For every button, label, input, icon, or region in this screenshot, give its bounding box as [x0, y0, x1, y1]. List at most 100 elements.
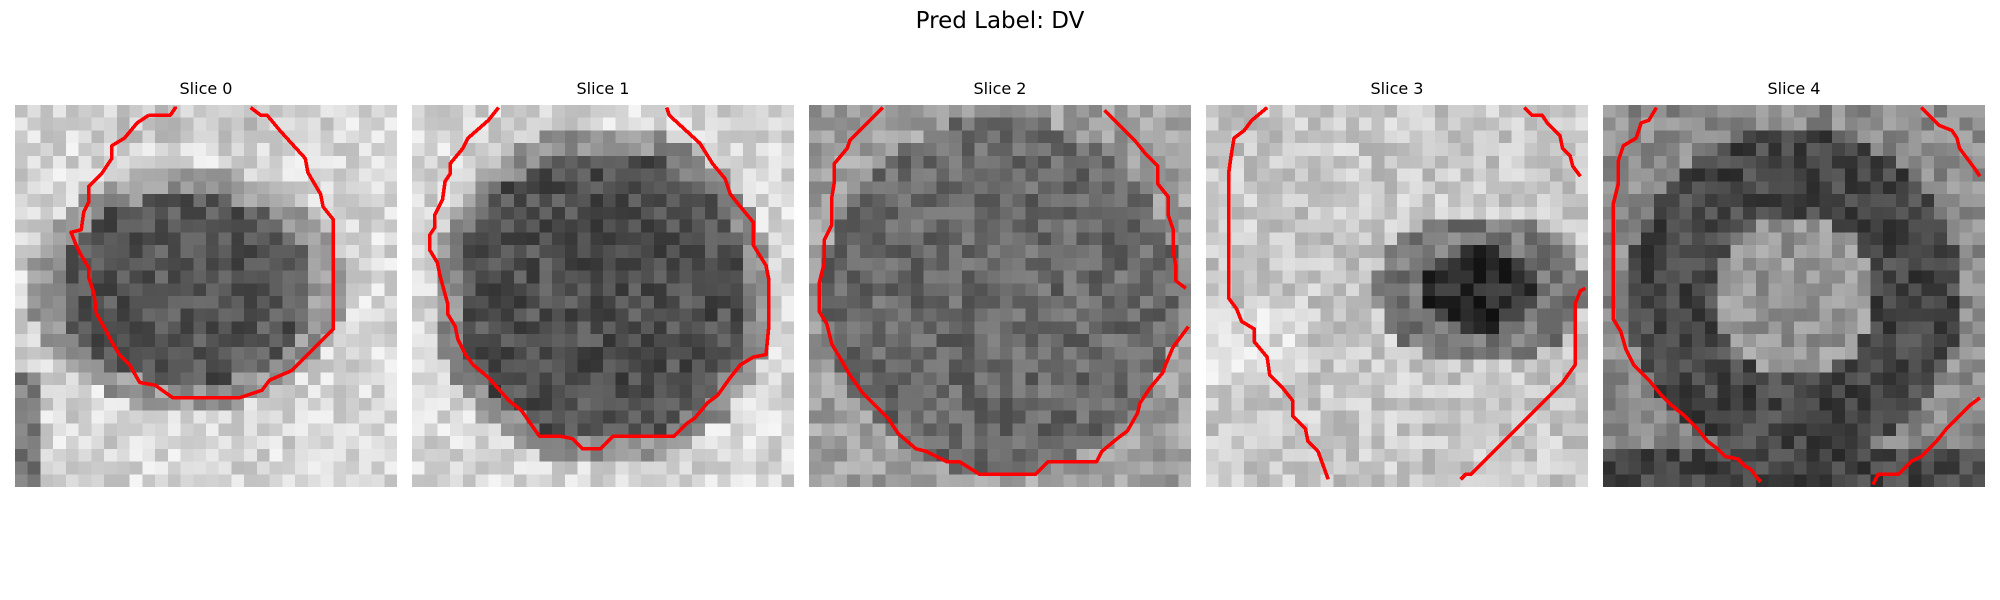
pixel [1372, 385, 1385, 398]
pixel [1819, 423, 1832, 436]
pixel [1909, 334, 1922, 347]
pixel [1410, 156, 1423, 169]
pixel [578, 245, 591, 258]
pixel [1603, 385, 1616, 398]
pixel [718, 283, 731, 296]
pixel [1972, 436, 1985, 449]
pixel [1705, 372, 1718, 385]
pixel [1628, 449, 1641, 462]
pixel [1730, 130, 1743, 143]
pixel [1089, 143, 1102, 156]
pixel [437, 118, 450, 131]
pixel [295, 474, 308, 487]
pixel [1499, 449, 1512, 462]
pixel [1166, 462, 1179, 475]
pixel [437, 423, 450, 436]
pixel [270, 385, 283, 398]
pixel [1550, 398, 1563, 411]
pixel [936, 347, 949, 360]
pixel [1972, 309, 1985, 322]
pixel [756, 169, 769, 182]
pixel [79, 360, 92, 373]
pixel [476, 385, 489, 398]
pixel [1654, 334, 1667, 347]
pixel [949, 474, 962, 487]
pixel [1448, 105, 1461, 118]
pixel [911, 105, 924, 118]
pixel [1435, 474, 1448, 487]
pixel [1743, 449, 1756, 462]
pixel [1422, 474, 1435, 487]
pixel [1870, 169, 1883, 182]
slice-panel-0: Slice 0 [15, 105, 397, 487]
pixel [1308, 156, 1321, 169]
pixel [295, 283, 308, 296]
pixel [975, 347, 988, 360]
pixel [705, 436, 718, 449]
pixel [1473, 232, 1486, 245]
pixel [1512, 194, 1525, 207]
pixel [1422, 283, 1435, 296]
pixel [885, 474, 898, 487]
pixel [1781, 169, 1794, 182]
pixel [450, 283, 463, 296]
pixel [743, 449, 756, 462]
pixel [1832, 334, 1845, 347]
pixel [231, 194, 244, 207]
pixel [1794, 360, 1807, 373]
pixel [1127, 449, 1140, 462]
pixel [1769, 143, 1782, 156]
pixel [28, 271, 41, 284]
pixel [1025, 385, 1038, 398]
pixel [987, 436, 1000, 449]
pixel [667, 449, 680, 462]
pixel [1896, 474, 1909, 487]
pixel [1257, 321, 1270, 334]
pixel [667, 436, 680, 449]
pixel [616, 194, 629, 207]
pixel [1064, 169, 1077, 182]
pixel [1372, 156, 1385, 169]
pixel [654, 258, 667, 271]
pixel [1461, 232, 1474, 245]
pixel [1486, 372, 1499, 385]
pixel [117, 372, 130, 385]
pixel [359, 436, 372, 449]
pixel [1730, 309, 1743, 322]
pixel [1679, 360, 1692, 373]
pixel [539, 385, 552, 398]
pixel [1563, 474, 1576, 487]
pixel [1346, 181, 1359, 194]
pixel [756, 449, 769, 462]
pixel [975, 271, 988, 284]
pixel [834, 296, 847, 309]
pixel [1718, 207, 1731, 220]
pixel [333, 321, 346, 334]
pixel [924, 360, 937, 373]
pixel [1563, 411, 1576, 424]
pixel [1705, 411, 1718, 424]
pixel [565, 283, 578, 296]
pixel [718, 411, 731, 424]
pixel [1832, 271, 1845, 284]
pixel [1359, 411, 1372, 424]
pixel [270, 105, 283, 118]
pixel [450, 398, 463, 411]
pixel [1550, 360, 1563, 373]
pixel [769, 283, 782, 296]
pixel [962, 118, 975, 131]
pixel [282, 347, 295, 360]
pixel [28, 169, 41, 182]
pixel [1321, 423, 1334, 436]
pixel [1575, 130, 1588, 143]
pixel [1295, 232, 1308, 245]
pixel [359, 130, 372, 143]
pixel [206, 130, 219, 143]
pixel [1473, 105, 1486, 118]
pixel [1397, 462, 1410, 475]
pixel [1512, 143, 1525, 156]
pixel [66, 130, 79, 143]
pixel [1563, 181, 1576, 194]
pixel [1372, 360, 1385, 373]
pixel [616, 156, 629, 169]
